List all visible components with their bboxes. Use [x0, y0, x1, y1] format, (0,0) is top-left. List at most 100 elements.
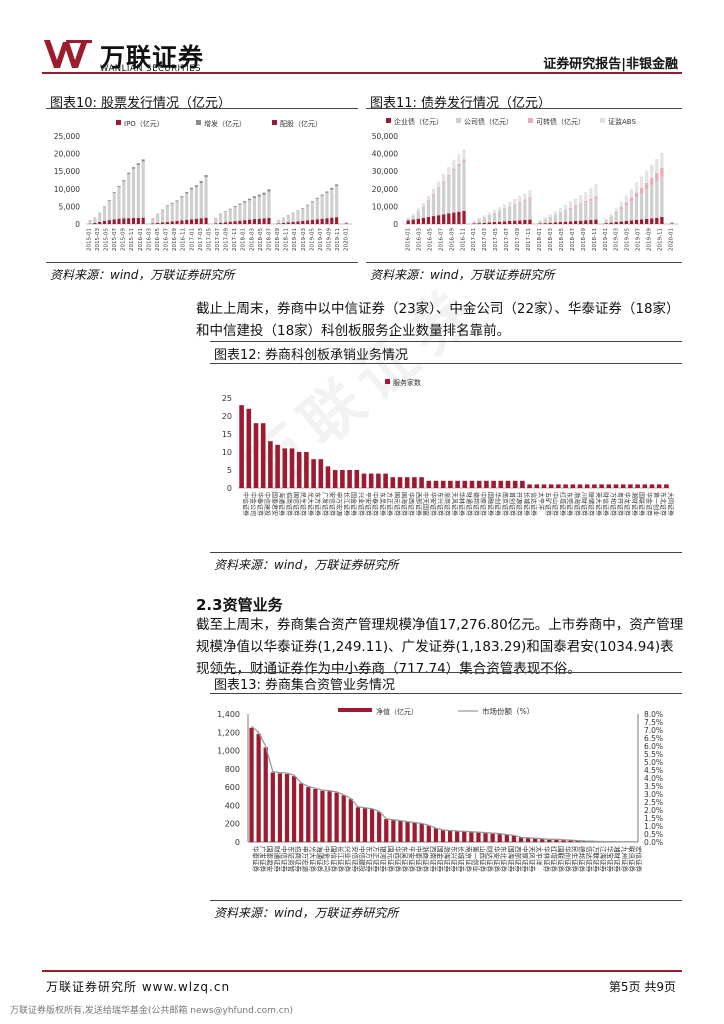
- bar-ipo: [325, 218, 329, 224]
- legend-swatch: [528, 118, 533, 123]
- x-tick-label: 信达证券: [530, 492, 538, 516]
- bar-ri: [102, 206, 107, 207]
- bar-net-value: [320, 790, 325, 842]
- x-tick-label: 华泰证券: [256, 492, 264, 516]
- bar-enterprise: [563, 221, 568, 224]
- bar-abs: [482, 215, 486, 218]
- x-tick-label: 2016-05: [155, 228, 161, 251]
- y-tick-label: 2.0%: [644, 806, 663, 815]
- x-tick-label: 平安证券: [408, 846, 417, 873]
- x-tick-label: 海通证券: [315, 846, 324, 873]
- bar-ipo: [122, 218, 126, 224]
- bar-convertible: [660, 167, 664, 177]
- x-tick-label: 申万宏源: [301, 846, 310, 873]
- y-tick-label: 10,000: [372, 202, 398, 211]
- bar-ipo: [238, 220, 242, 224]
- bar-convertible: [655, 172, 659, 181]
- bar-sa: [160, 210, 165, 223]
- x-tick-label: 2018-11: [284, 228, 290, 251]
- bar-ri: [107, 200, 111, 201]
- bar-abs: [579, 195, 583, 204]
- bar-service-count: [253, 423, 259, 488]
- x-tick-label: 2015-05: [103, 228, 109, 251]
- bar-enterprise: [589, 219, 593, 224]
- x-tick-label: 信达证券: [585, 846, 594, 873]
- x-tick-label: 长城证券: [457, 846, 466, 873]
- bar-service-count: [325, 466, 331, 488]
- bar-corporate: [487, 215, 492, 223]
- x-tick-label: 渤海证券: [443, 846, 452, 873]
- y-tick-label: 1,400: [217, 710, 240, 719]
- x-tick-label: 华金证券: [645, 492, 653, 516]
- legend-swatch: [385, 379, 390, 384]
- logo-text: 万联证券: [100, 43, 205, 72]
- bar-ri: [335, 184, 339, 187]
- bar-enterprise: [497, 221, 502, 224]
- bar-corporate: [594, 198, 598, 220]
- bar-service-count: [613, 484, 619, 488]
- bar-sa: [281, 217, 286, 223]
- bar-corporate: [431, 194, 436, 217]
- x-tick-label: 中原证券: [479, 492, 487, 516]
- x-tick-label: 国泰君安: [270, 492, 278, 516]
- bar-abs: [457, 154, 461, 164]
- bar-ri: [127, 172, 131, 175]
- legend-swatch: [338, 708, 372, 712]
- bar-service-count: [620, 484, 626, 488]
- bar-net-value: [263, 747, 268, 842]
- x-tick-label: 2016-07: [164, 228, 170, 251]
- x-tick-label: 2017-01: [471, 228, 477, 251]
- bar-ipo: [175, 220, 179, 224]
- bar-ipo: [262, 218, 266, 224]
- x-tick-label: 2016-03: [146, 228, 152, 251]
- bar-enterprise: [518, 220, 522, 224]
- bar-net-value: [511, 835, 517, 842]
- bar-sa: [301, 208, 305, 221]
- x-tick-label: 东兴证券: [436, 492, 444, 516]
- bar-ipo: [291, 221, 295, 224]
- bar-ipo: [151, 223, 155, 224]
- bar-sa: [267, 191, 271, 219]
- bar-net-value: [412, 822, 417, 842]
- bar-sa: [170, 203, 174, 222]
- bar-abs: [416, 208, 420, 212]
- bar-net-value: [313, 788, 318, 842]
- bar-abs: [645, 170, 649, 183]
- bar-sa: [107, 200, 111, 221]
- x-tick-label: 中信证券: [280, 846, 289, 873]
- bar-sa: [243, 202, 247, 221]
- x-tick-label: 2017-07: [504, 228, 510, 251]
- legend-label: 可转债（亿元）: [536, 117, 585, 126]
- x-tick-label: 九州证券: [620, 846, 629, 873]
- bar-net-value: [327, 791, 332, 842]
- bar-convertible: [629, 197, 634, 202]
- bar-ipo: [102, 220, 107, 224]
- bar-abs: [487, 212, 492, 216]
- y-tick-label: 5: [227, 466, 232, 475]
- bar-convertible: [528, 197, 532, 199]
- x-tick-label: 国海证券: [400, 492, 408, 516]
- bar-abs: [604, 218, 608, 221]
- bar-corporate: [528, 198, 532, 220]
- bar-ipo: [141, 217, 145, 224]
- bar-enterprise: [492, 222, 497, 224]
- bar-enterprise: [421, 217, 426, 224]
- bar-net-value: [377, 811, 382, 842]
- bar-convertible: [573, 205, 578, 207]
- bar-corporate: [670, 222, 674, 224]
- x-tick-label: 国元证券: [386, 846, 395, 873]
- legend-label: 市场份额（%）: [482, 706, 534, 716]
- y-tick-label: 5.5%: [644, 750, 663, 759]
- x-tick-label: 申万宏源: [335, 492, 343, 516]
- bar-net-value: [447, 830, 453, 842]
- bar-enterprise: [528, 219, 532, 224]
- y-tick-label: 20: [222, 412, 232, 421]
- bar-convertible: [462, 159, 466, 162]
- bar-ri: [136, 163, 140, 166]
- x-tick-label: 兴业证券: [357, 492, 365, 516]
- bar-service-count: [404, 477, 410, 488]
- bar-enterprise: [482, 222, 486, 224]
- x-tick-label: 2019-07: [318, 228, 324, 251]
- bar-convertible: [523, 199, 527, 201]
- x-tick-label: 2015-07: [112, 228, 118, 251]
